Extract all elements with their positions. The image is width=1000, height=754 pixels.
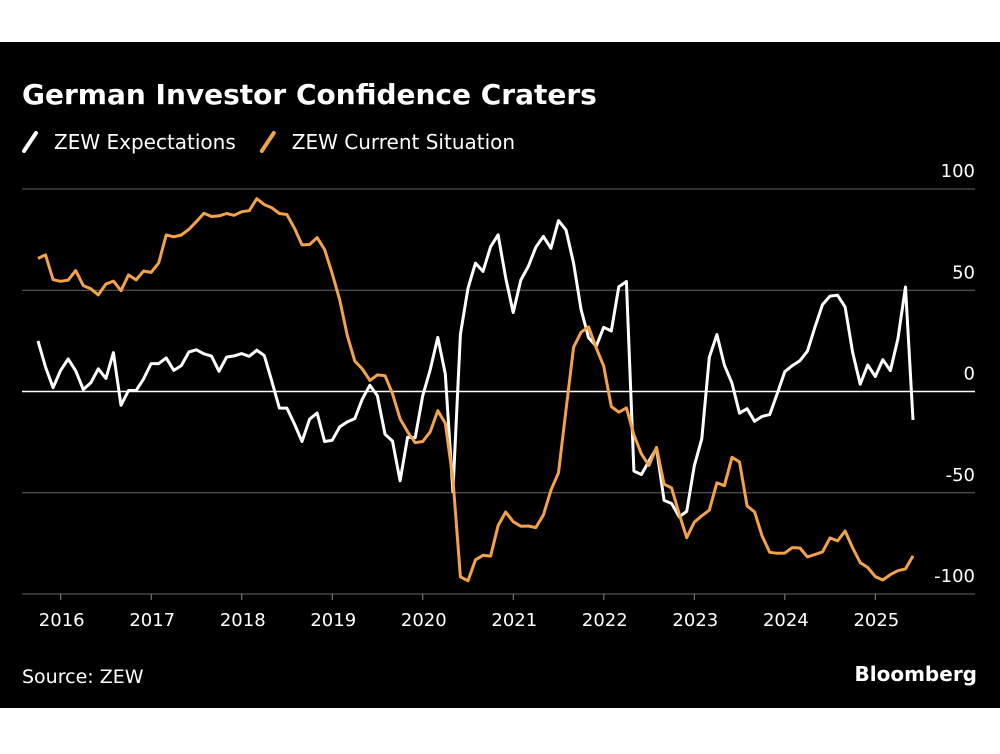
x-tick-label: 2017	[129, 610, 175, 631]
legend-swatch	[259, 131, 276, 153]
legend-swatch	[22, 131, 38, 153]
panel	[0, 42, 1000, 708]
series-line	[36, 219, 915, 519]
brand: Bloomberg	[855, 662, 977, 686]
x-tick-label: 2016	[39, 610, 85, 631]
legend-label: ZEW Current Situation	[292, 130, 515, 154]
chart-title: German Investor Confidence Craters	[22, 78, 597, 111]
x-tick-label: 2022	[582, 610, 628, 631]
x-tick-label: 2021	[491, 610, 537, 631]
x-tick-label: 2019	[310, 610, 356, 631]
y-tick-label: 50	[952, 262, 975, 283]
x-tick-label: 2024	[763, 610, 809, 631]
x-tick-label: 2020	[401, 610, 447, 631]
y-tick-label: -100	[934, 566, 975, 587]
y-tick-label: -50	[946, 465, 975, 486]
source: Source: ZEW	[22, 666, 144, 688]
x-tick-label: 2025	[853, 610, 899, 631]
y-tick-label: 100	[941, 161, 975, 182]
x-tick-label: 2023	[672, 610, 718, 631]
series-line	[37, 197, 915, 583]
x-tick-label: 2018	[220, 610, 266, 631]
y-tick-label: 0	[964, 364, 975, 385]
legend-label: ZEW Expectations	[54, 130, 236, 154]
